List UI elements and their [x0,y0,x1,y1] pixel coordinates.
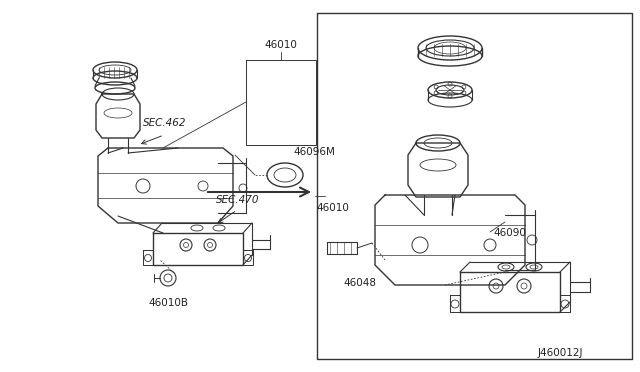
Text: J460012J: J460012J [537,348,583,358]
Text: 46090: 46090 [493,228,526,238]
Text: SEC.462: SEC.462 [143,118,187,128]
Text: 46010B: 46010B [148,298,188,308]
Text: 46010: 46010 [264,40,298,50]
Text: 46048: 46048 [344,278,376,288]
Text: 46096M: 46096M [293,147,335,157]
Text: 46010: 46010 [316,203,349,213]
Text: SEC.470: SEC.470 [216,195,260,205]
